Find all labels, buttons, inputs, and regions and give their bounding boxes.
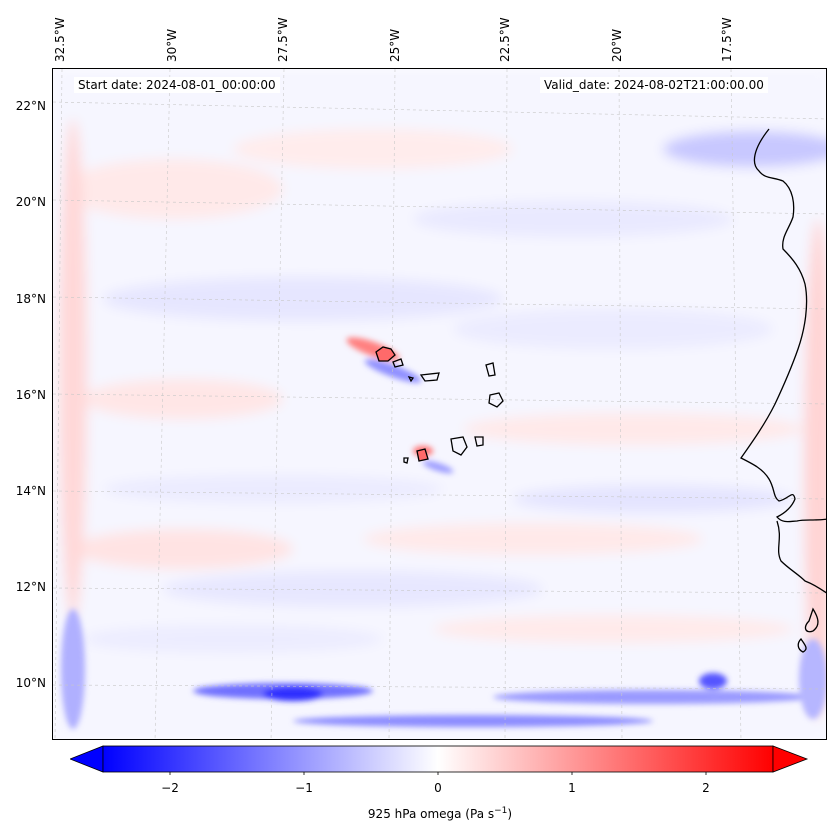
lon-label-17-5w: 17.5°W	[720, 17, 734, 62]
lat-label-22n: 22°N	[15, 99, 46, 113]
lat-label-10n: 10°N	[15, 676, 46, 690]
colorbar-tickmarks	[169, 772, 707, 776]
colorbar-tick-label: −2	[161, 781, 179, 795]
omega-field-map	[53, 69, 826, 739]
map-panel[interactable]	[52, 68, 827, 740]
colorbar-extend-high	[772, 745, 809, 773]
omega-field	[53, 69, 826, 739]
start-date-label: Start date: 2024-08-01_00:00:00	[74, 77, 280, 93]
colorbar	[68, 745, 810, 779]
lat-label-12n: 12°N	[15, 580, 46, 594]
colorbar-tick-label: 0	[434, 781, 442, 795]
lat-label-16n: 16°N	[15, 388, 46, 402]
lat-label-20n: 20°N	[15, 195, 46, 209]
valid-date-label: Valid_date: 2024-08-02T21:00:00.00	[540, 77, 768, 93]
lon-label-22-5w: 22.5°W	[498, 17, 512, 62]
lat-label-18n: 18°N	[15, 292, 46, 306]
gridlines	[53, 69, 826, 739]
lon-label-27-5w: 27.5°W	[276, 17, 290, 62]
coastline	[375, 128, 826, 653]
colorbar-svg	[68, 745, 809, 776]
colorbar-label: 925 hPa omega (Pa s−1)	[367, 806, 513, 821]
colorbar-tick-label: 1	[568, 781, 576, 795]
lon-label-32-5w: 32.5°W	[53, 17, 67, 62]
colorbar-tick-label: 2	[702, 781, 710, 795]
lon-label-25w: 25°W	[388, 28, 402, 62]
lon-label-30w: 30°W	[165, 28, 179, 62]
colorbar-body	[102, 745, 774, 773]
colorbar-extend-low	[68, 745, 104, 773]
colorbar-tick-label: −1	[295, 781, 313, 795]
lon-label-20w: 20°W	[610, 28, 624, 62]
lat-label-14n: 14°N	[15, 484, 46, 498]
